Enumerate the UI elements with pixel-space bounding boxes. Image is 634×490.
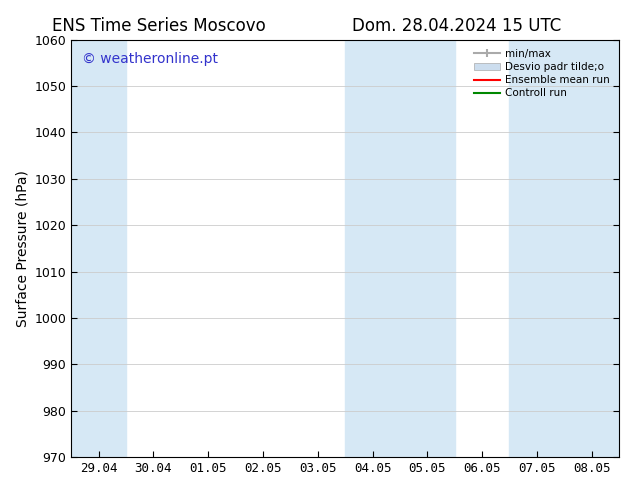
Legend: min/max, Desvio padr tilde;o, Ensemble mean run, Controll run: min/max, Desvio padr tilde;o, Ensemble m… <box>469 45 614 102</box>
Text: ENS Time Series Moscovo: ENS Time Series Moscovo <box>51 17 266 35</box>
Y-axis label: Surface Pressure (hPa): Surface Pressure (hPa) <box>15 170 29 327</box>
Text: © weatheronline.pt: © weatheronline.pt <box>82 52 218 66</box>
Bar <box>510 40 619 457</box>
Bar <box>71 40 126 457</box>
Text: Dom. 28.04.2024 15 UTC: Dom. 28.04.2024 15 UTC <box>352 17 561 35</box>
Bar <box>345 40 455 457</box>
